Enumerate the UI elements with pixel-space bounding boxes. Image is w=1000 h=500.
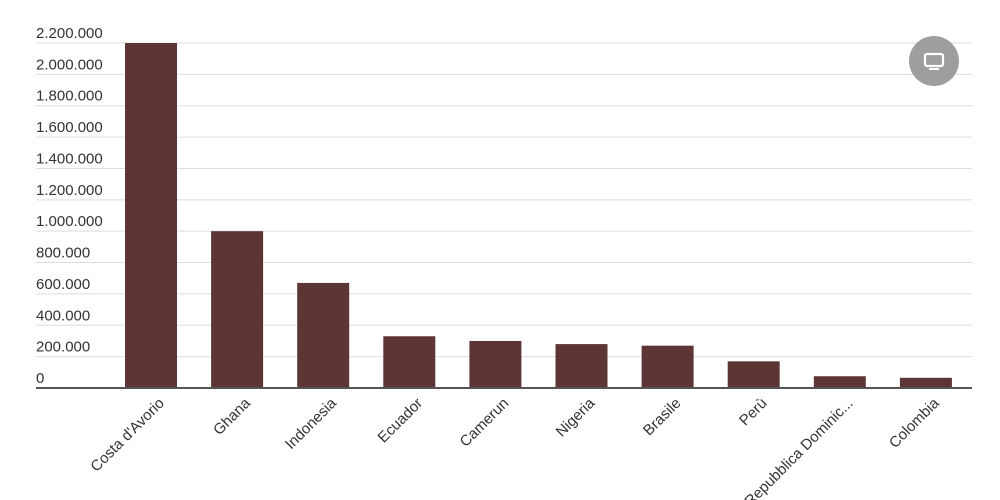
monitor-icon	[923, 52, 945, 70]
bar[interactable]	[641, 345, 694, 388]
x-tick-label: Perù	[736, 395, 770, 429]
y-tick-label: 1.200.000	[36, 182, 103, 199]
y-tick-label: 0	[36, 370, 44, 387]
y-tick-label: 1.600.000	[36, 119, 103, 136]
y-axis-ticks: 0 200.000 400.000 600.000 800.000 1.000.000 1.…	[36, 25, 103, 387]
bar[interactable]	[125, 43, 177, 388]
bar[interactable]	[727, 361, 780, 388]
x-tick-label: Nigeria	[553, 394, 599, 440]
x-tick-label: Costa d'Avorio	[87, 395, 167, 475]
bar[interactable]	[813, 376, 866, 388]
y-tick-label: 1.000.000	[36, 213, 103, 230]
x-tick-label: Ghana	[210, 394, 254, 438]
x-tick-label: Brasile	[640, 395, 684, 439]
y-tick-label: 2.000.000	[36, 56, 103, 73]
y-tick-label: 1.400.000	[36, 150, 103, 167]
bar[interactable]	[211, 231, 264, 388]
y-tick-label: 200.000	[36, 339, 90, 356]
fullscreen-button[interactable]	[909, 36, 959, 86]
bar[interactable]	[555, 344, 608, 388]
y-tick-label: 800.000	[36, 245, 90, 262]
x-tick-label: Ecuador	[375, 395, 427, 447]
bar[interactable]	[297, 282, 350, 388]
y-tick-label: 400.000	[36, 307, 90, 324]
bar[interactable]	[469, 340, 522, 388]
x-tick-label: Colombia	[886, 394, 943, 451]
y-tick-label: 2.200.000	[36, 25, 103, 42]
bar[interactable]	[383, 336, 436, 388]
y-tick-label: 600.000	[36, 276, 90, 293]
x-tick-label: Indonesia	[282, 394, 340, 452]
gridlines	[36, 42, 972, 358]
y-tick-label: 1.800.000	[36, 88, 103, 105]
x-axis-labels: Costa d'Avorio Ghana Indonesia Ecuador Camer…	[87, 394, 943, 500]
bars	[125, 43, 952, 388]
x-tick-label: Camerun	[457, 395, 513, 451]
bar[interactable]	[899, 377, 952, 388]
